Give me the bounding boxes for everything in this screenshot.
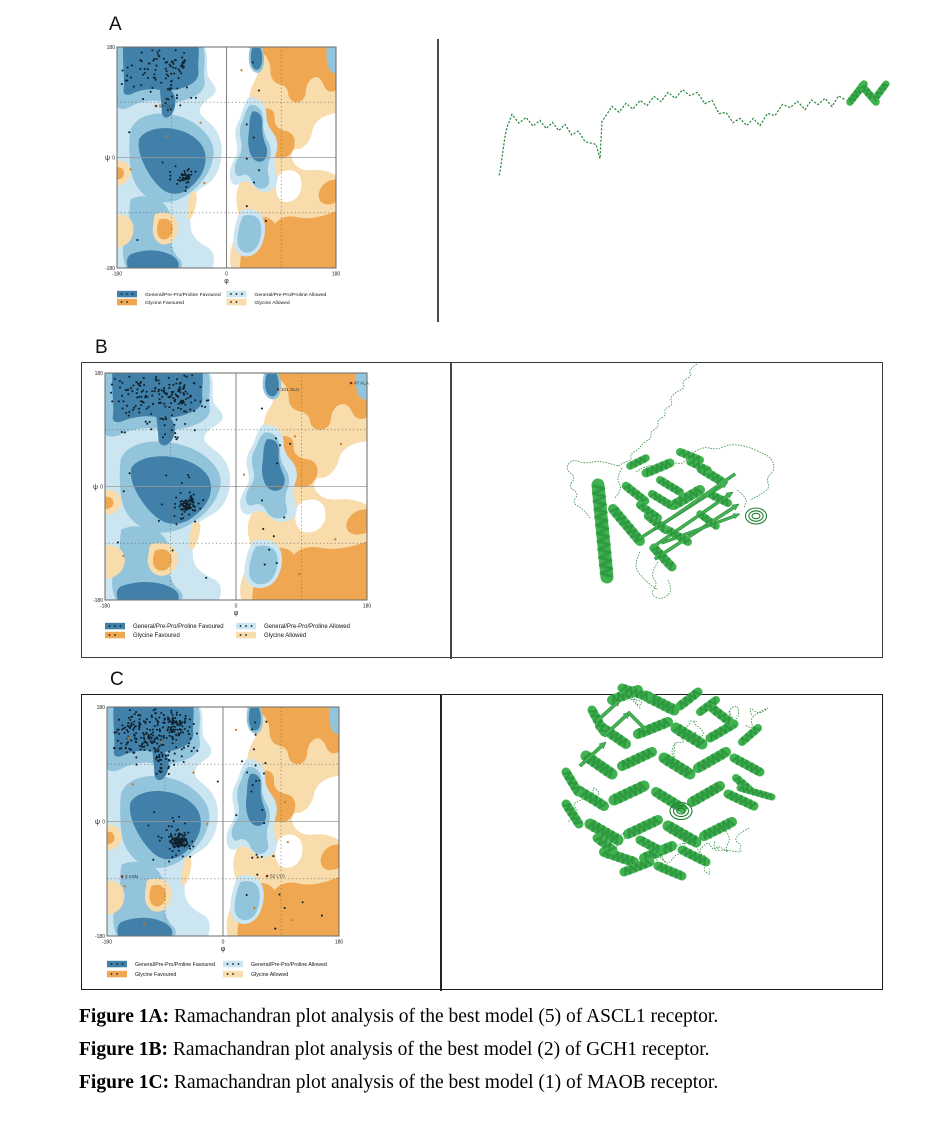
svg-text:-180: -180: [93, 598, 103, 604]
svg-text:180: 180: [363, 604, 372, 610]
svg-text:Glycine Favoured: Glycine Favoured: [135, 972, 176, 978]
svg-text:Glycine Allowed: Glycine Allowed: [264, 633, 306, 639]
svg-text:φ: φ: [224, 278, 229, 285]
svg-text:General/Pre-Pro/Proline Allowe: General/Pre-Pro/Proline Allowed: [255, 292, 327, 298]
svg-text:φ: φ: [221, 946, 226, 953]
svg-text:47 ALA: 47 ALA: [354, 381, 370, 386]
svg-text:101 GLU: 101 GLU: [281, 387, 299, 392]
svg-text:General/Pre-Pro/Proline Favour: General/Pre-Pro/Proline Favoured: [135, 962, 215, 968]
svg-text:General/Pre-Pro/Proline Favour: General/Pre-Pro/Proline Favoured: [133, 624, 224, 630]
svg-text:180: 180: [107, 45, 116, 51]
svg-text:Glycine Allowed: Glycine Allowed: [255, 300, 290, 306]
svg-text:0: 0: [112, 156, 115, 162]
svg-text:-180: -180: [112, 272, 122, 278]
svg-text:0: 0: [222, 940, 225, 946]
svg-text:180: 180: [97, 705, 106, 711]
svg-text:Glycine Favoured: Glycine Favoured: [145, 300, 184, 306]
svg-text:180: 180: [95, 371, 104, 377]
svg-text:ψ: ψ: [93, 484, 98, 491]
svg-text:180: 180: [332, 272, 341, 278]
svg-text:φ: φ: [234, 610, 239, 617]
svg-text:-180: -180: [105, 266, 115, 272]
svg-text:General/Pre-Pro/Proline Favour: General/Pre-Pro/Proline Favoured: [145, 292, 221, 298]
svg-text:Glycine Favoured: Glycine Favoured: [133, 633, 180, 639]
svg-text:0: 0: [225, 272, 228, 278]
svg-text:ψ: ψ: [95, 819, 100, 826]
svg-text:-180: -180: [100, 604, 110, 610]
svg-text:General/Pre-Pro/Proline Allowe: General/Pre-Pro/Proline Allowed: [251, 962, 327, 968]
svg-text:2 ASN: 2 ASN: [125, 874, 138, 879]
svg-text:-180: -180: [102, 940, 112, 946]
svg-text:180: 180: [335, 940, 344, 946]
svg-text:52 LYS: 52 LYS: [270, 874, 285, 879]
svg-text:Glycine Allowed: Glycine Allowed: [251, 972, 288, 978]
svg-text:-180: -180: [95, 934, 105, 940]
svg-text:0: 0: [102, 820, 105, 826]
svg-text:0: 0: [100, 485, 103, 491]
svg-text:98 GLY: 98 GLY: [159, 104, 174, 109]
svg-text:0: 0: [235, 604, 238, 610]
svg-text:General/Pre-Pro/Proline Allowe: General/Pre-Pro/Proline Allowed: [264, 624, 350, 630]
svg-text:ψ: ψ: [105, 155, 110, 162]
